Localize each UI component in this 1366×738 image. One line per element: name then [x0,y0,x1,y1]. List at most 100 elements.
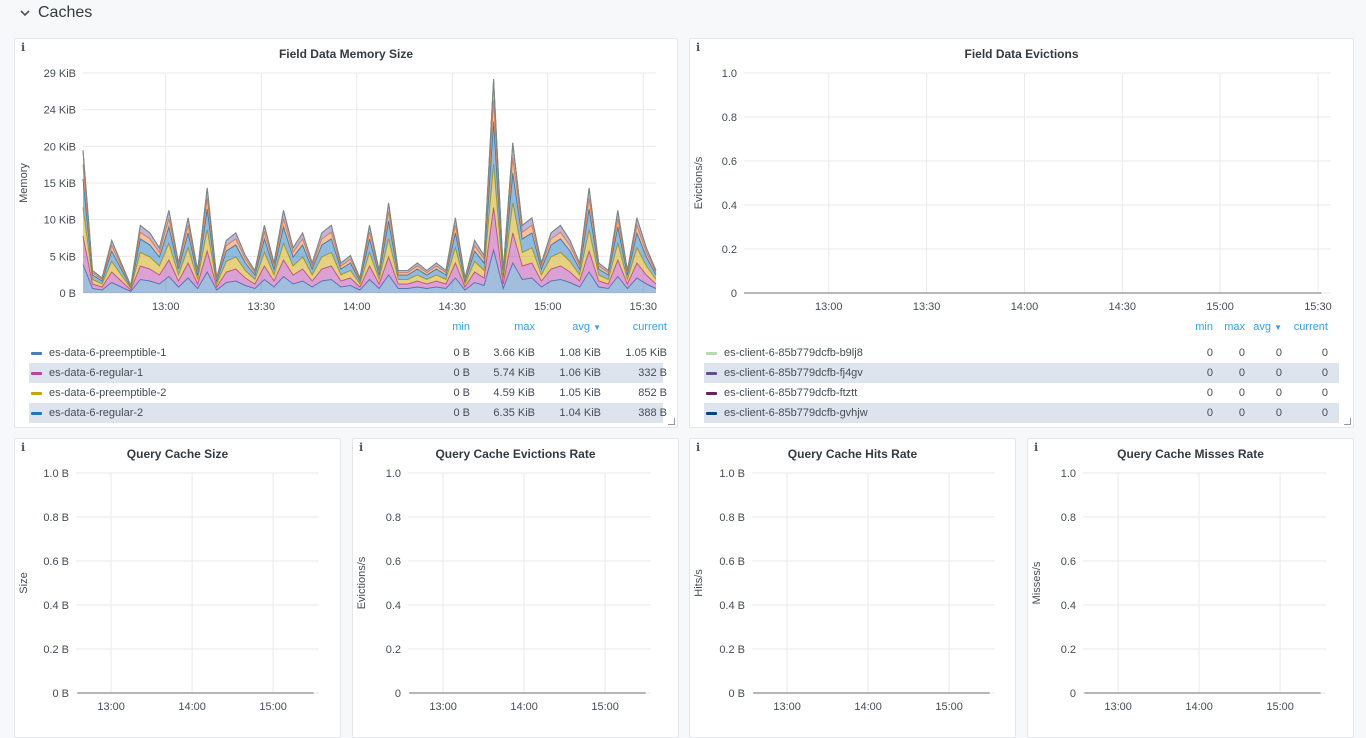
legend-row[interactable]: es-data-6-regular-2 0 B 6.35 KiB 1.04 KiB 38… [29,403,667,423]
x-tick-label: 15:00 [534,301,562,313]
y-tick-label: 1.0 [722,68,737,80]
y-tick-label: 10 KiB [44,215,76,227]
x-tick-label: 15:00 [1206,301,1234,313]
legend-header-max[interactable]: max [514,321,535,333]
legend-row[interactable]: es-data-6-preemptible-1 0 B 3.66 KiB 1.08 K… [29,343,667,363]
series-color-swatch[interactable] [706,372,717,375]
legend-header-current[interactable]: current [1293,321,1328,333]
legend-row[interactable]: es-client-6-85b779dcfb-gvhjw 0 0 0 0 [704,403,1339,423]
y-tick-label: 24 KiB [44,105,76,117]
y-tick-label: 1.0 B [719,468,745,480]
y-tick-label: 1.0 [1061,468,1076,480]
legend-current-value: 0 [1321,347,1328,359]
legend-header-avg[interactable]: avg ▼ [1206,321,1282,337]
legend-series-name[interactable]: es-client-6-85b779dcfb-fj4gv [724,367,863,379]
y-tick-label: 0.2 [1061,644,1076,656]
series-color-swatch[interactable] [31,372,42,375]
row-title: Caches [38,4,93,21]
grid [76,472,319,694]
panel-title[interactable]: Query Cache Misses Rate [1117,447,1264,461]
legend-max-value: 0 [1238,367,1245,379]
info-icon[interactable]: i [696,441,701,454]
panel-title[interactable]: Field Data Memory Size [278,47,414,61]
y-tick-label: 0.2 [386,644,401,656]
caret-down-icon: ▼ [1274,323,1282,332]
legend-series-name[interactable]: es-data-6-regular-2 [49,407,144,419]
legend-series-name[interactable]: es-data-6-preemptible-1 [49,347,167,359]
legend-row[interactable]: es-client-6-85b779dcfb-ftztt 0 0 0 0 [704,383,1339,403]
legend-max-value: 3.66 KiB [493,347,535,359]
resize-handle[interactable] [1344,418,1351,425]
y-tick-label: 0 [395,688,401,700]
legend-header-min[interactable]: min [1195,321,1213,333]
chart-query-cache-size: 0 B 0.2 B 0.4 B 0.6 B 0.8 B 1.0 B 13:00 14:00 15… [18,468,319,713]
y-tick-label: 20 KiB [44,141,76,153]
info-icon[interactable]: i [359,441,364,454]
series-color-swatch[interactable] [706,412,717,415]
legend-row[interactable]: es-client-6-85b779dcfb-fj4gv 0 0 0 0 [704,363,1339,383]
legend-header-min[interactable]: min [452,321,470,333]
info-icon[interactable]: i [21,41,26,54]
panel-title[interactable]: Query Cache Hits Rate [787,447,918,461]
legend-row[interactable]: es-data-6-preemptible-2 0 B 4.59 KiB 1.05 K… [29,383,667,403]
row-caches-toggle[interactable]: Caches [18,2,92,24]
series-color-swatch[interactable] [31,352,42,355]
legend-header-avg-label: avg [572,321,591,333]
caret-down-icon: ▼ [593,323,601,332]
series-color-swatch[interactable] [31,412,42,415]
panel-query-cache-misses-rate: 0 0.2 0.4 0.6 0.8 1.0 13:00 14:00 15:00 Misses/s … [1027,438,1354,738]
legend-header-current[interactable]: current [632,321,667,333]
y-tick-label: 0.4 [386,600,401,612]
chevron-down-icon [20,10,30,17]
legend-series-name[interactable]: es-client-6-85b779dcfb-gvhjw [724,407,868,419]
x-tick-label: 14:30 [1109,301,1137,313]
legend-avg-value: 1.04 KiB [559,407,601,419]
legend-series-name[interactable]: es-client-6-85b779dcfb-ftztt [724,387,858,399]
panel-query-cache-hits-rate: 0 B 0.2 B 0.4 B 0.6 B 0.8 B 1.0 B 13:00 14:00 15… [689,438,1016,738]
legend-series-name[interactable]: es-data-6-regular-1 [49,367,144,379]
y-tick-label: 0.2 [722,244,737,256]
info-icon[interactable]: i [1034,441,1039,454]
legend-current-value: 852 B [638,387,667,399]
legend-header-avg[interactable]: avg ▼ [525,321,601,337]
chart-field-data-evictions: 0 0.2 0.4 0.6 0.8 1.0 13:00 13:30 14:00 14:30 15:0… [693,68,1332,313]
legend-row[interactable]: es-data-6-regular-1 0 B 5.74 KiB 1.06 KiB 33… [29,363,667,383]
legend-avg-value: 0 [1275,387,1282,399]
legend-max-value: 0 [1238,347,1245,359]
y-tick-label: 0.6 [386,556,401,568]
series-area-3 [83,121,656,289]
legend-max-value: 0 [1238,387,1245,399]
y-tick-label: 0.4 [1061,600,1076,612]
panel-title[interactable]: Query Cache Size [126,447,229,461]
x-tick-label: 15:00 [935,701,963,713]
panel-title[interactable]: Field Data Evictions [964,47,1079,61]
legend-series-name[interactable]: es-data-6-preemptible-2 [49,387,167,399]
y-tick-label: 0.8 B [43,512,69,524]
legend-row[interactable]: es-client-6-85b779dcfb-b9lj8 0 0 0 0 [704,343,1339,363]
chart-query-cache-evictions-rate: 0 0.2 0.4 0.6 0.8 1.0 13:00 14:00 15:00 Evictions… [356,468,651,713]
y-axis-label: Size [18,572,30,593]
y-tick-label: 5 KiB [50,251,76,263]
info-icon[interactable]: i [21,441,26,454]
legend-current-value: 0 [1321,367,1328,379]
chart-field-data-memory-size: 0 B 5 KiB 10 KiB 15 KiB 20 KiB 24 KiB 29 KiB 13… [18,68,657,313]
legend: min max avg ▼ current es-data-6-preempti… [29,321,667,423]
series-color-swatch[interactable] [706,352,717,355]
resize-handle[interactable] [668,418,675,425]
legend-avg-value: 0 [1275,347,1282,359]
x-tick-label: 14:00 [854,701,882,713]
panel-field-data-memory-size: 0 B 5 KiB 10 KiB 15 KiB 20 KiB 24 KiB 29 KiB 13… [14,38,678,428]
legend-max-value: 6.35 KiB [493,407,535,419]
series-color-swatch[interactable] [31,392,42,395]
panel-title[interactable]: Query Cache Evictions Rate [435,447,596,461]
legend-series-name[interactable]: es-client-6-85b779dcfb-b9lj8 [724,347,863,359]
panel-field-data-evictions: 0 0.2 0.4 0.6 0.8 1.0 13:00 13:30 14:00 14:30 15:0… [689,38,1354,428]
y-tick-label: 0.6 B [719,556,745,568]
series-color-swatch[interactable] [706,392,717,395]
y-tick-label: 0 [1070,688,1076,700]
info-icon[interactable]: i [696,41,701,54]
legend-header-max[interactable]: max [1224,321,1245,333]
x-tick-label: 15:30 [1304,301,1332,313]
y-tick-label: 0.8 [722,112,737,124]
legend-current-value: 1.05 KiB [625,347,667,359]
